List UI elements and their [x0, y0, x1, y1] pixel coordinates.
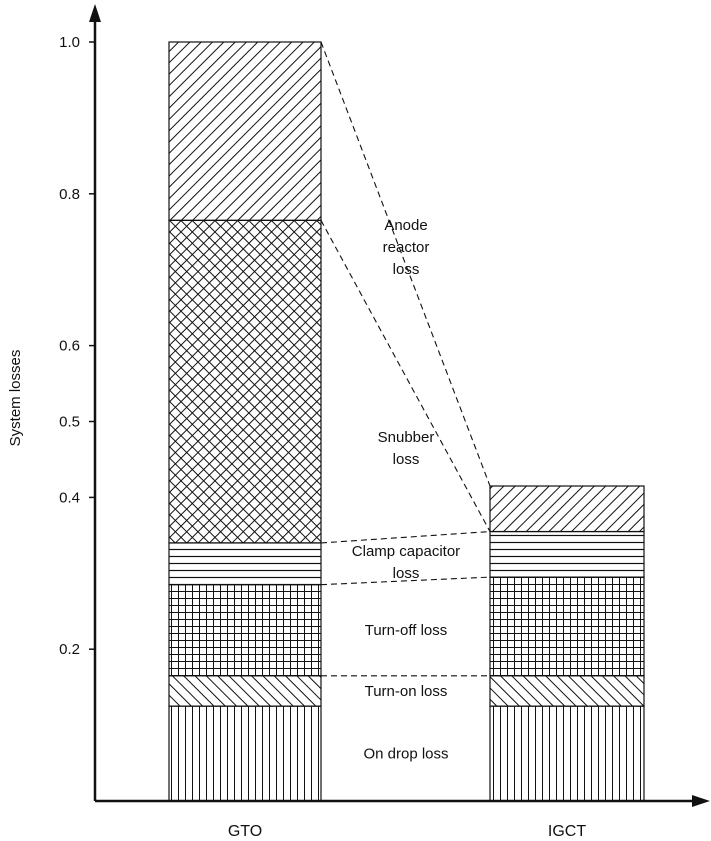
connector-line-4: [320, 220, 491, 532]
connector-line-3: [320, 531, 491, 544]
y-tick-label: 1.0: [59, 34, 80, 51]
y-tick-label: 0.8: [59, 186, 80, 203]
bar-igct-clamp-capacitor-loss: [489, 530, 645, 578]
bar-gto-turn-off-loss: [168, 584, 322, 677]
bar-igct-turn-off-loss: [489, 576, 645, 677]
segment-label-clamp-capacitor-loss: Clamp capacitor loss: [352, 543, 460, 582]
connector-line-2: [320, 576, 491, 586]
y-tick-label: 0.2: [59, 641, 80, 658]
bar-gto-on-drop-loss: [168, 705, 322, 802]
y-tick-label: 0.4: [59, 489, 80, 506]
y-tick-label: 0.6: [59, 338, 80, 355]
bar-igct-turn-on-loss: [489, 675, 645, 707]
segment-label-anode-reactor-loss: Anode reactor loss: [383, 217, 430, 278]
bar-gto-anode-reactor-loss: [168, 41, 322, 221]
y-axis-arrow-icon: [89, 4, 101, 22]
bar-gto-turn-on-loss: [168, 675, 322, 707]
segment-label-turn-on-loss: Turn-on loss: [365, 683, 448, 700]
y-axis-label: System losses: [7, 350, 24, 447]
segment-label-snubber-loss: Snubber loss: [378, 429, 435, 468]
x-axis-arrow-icon: [692, 795, 710, 807]
segment-label-on-drop-loss: On drop loss: [363, 746, 448, 763]
segment-label-turn-off-loss: Turn-off loss: [365, 622, 448, 639]
y-tick-label: 0.5: [59, 414, 80, 431]
bar-gto-clamp-capacitor-loss: [168, 542, 322, 586]
bar-igct-on-drop-loss: [489, 705, 645, 802]
bar-gto-snubber-loss: [168, 219, 322, 544]
connector-line-5: [320, 41, 491, 487]
bar-igct-anode-reactor-loss: [489, 485, 645, 533]
x-tick-label-gto: GTO: [228, 823, 262, 840]
x-tick-label-igct: IGCT: [548, 823, 586, 840]
